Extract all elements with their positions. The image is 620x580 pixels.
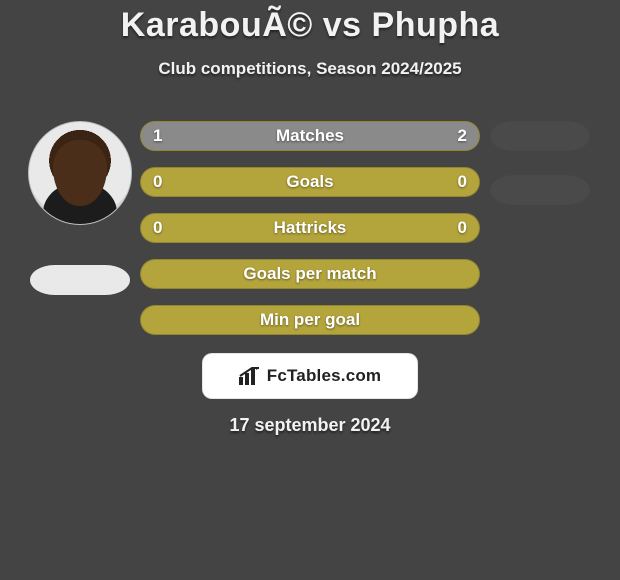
stat-bars-column: Matches12Goals00Hattricks00Goals per mat… — [140, 121, 480, 335]
left-club-badge — [30, 265, 130, 295]
stat-bar-left-value: 0 — [141, 214, 174, 242]
page-title: KarabouÃ© vs Phupha — [121, 6, 499, 45]
stat-bar-left-fill — [141, 122, 254, 150]
stat-bar-goals: Goals0 0 — [140, 167, 480, 197]
right-club-badge-1 — [490, 121, 590, 151]
left-player-column — [20, 121, 140, 295]
page-subtitle: Club competitions, Season 2024/2025 — [158, 59, 461, 79]
right-club-badge-2 — [490, 175, 590, 205]
stat-bar-goals-per-match: Goals per match — [140, 259, 480, 289]
stat-bar-label: Goals per match — [141, 260, 479, 288]
stat-bar-label: Goals — [141, 168, 479, 196]
content-root: KarabouÃ© vs Phupha Club competitions, S… — [0, 0, 620, 580]
comparison-row: Matches12Goals00Hattricks00Goals per mat… — [0, 121, 620, 335]
stat-bar-label: Hattricks — [141, 214, 479, 242]
stat-bar-left-value: 0 — [141, 168, 174, 196]
stat-bar-right-value: 0 — [446, 214, 479, 242]
attribution-badge: FcTables.com — [202, 353, 418, 399]
chart-icon — [239, 367, 261, 385]
right-player-column — [480, 121, 600, 205]
attribution-text: FcTables.com — [267, 366, 382, 386]
stat-bar-right-value: 0 — [446, 168, 479, 196]
snapshot-date: 17 september 2024 — [229, 415, 390, 436]
stat-bar-matches: Matches12 — [140, 121, 480, 151]
stat-bar-right-fill — [254, 122, 479, 150]
stat-bar-label: Min per goal — [141, 306, 479, 334]
left-player-avatar — [28, 121, 132, 225]
stat-bar-hattricks: Hattricks0 0 — [140, 213, 480, 243]
stat-bar-min-per-goal: Min per goal — [140, 305, 480, 335]
